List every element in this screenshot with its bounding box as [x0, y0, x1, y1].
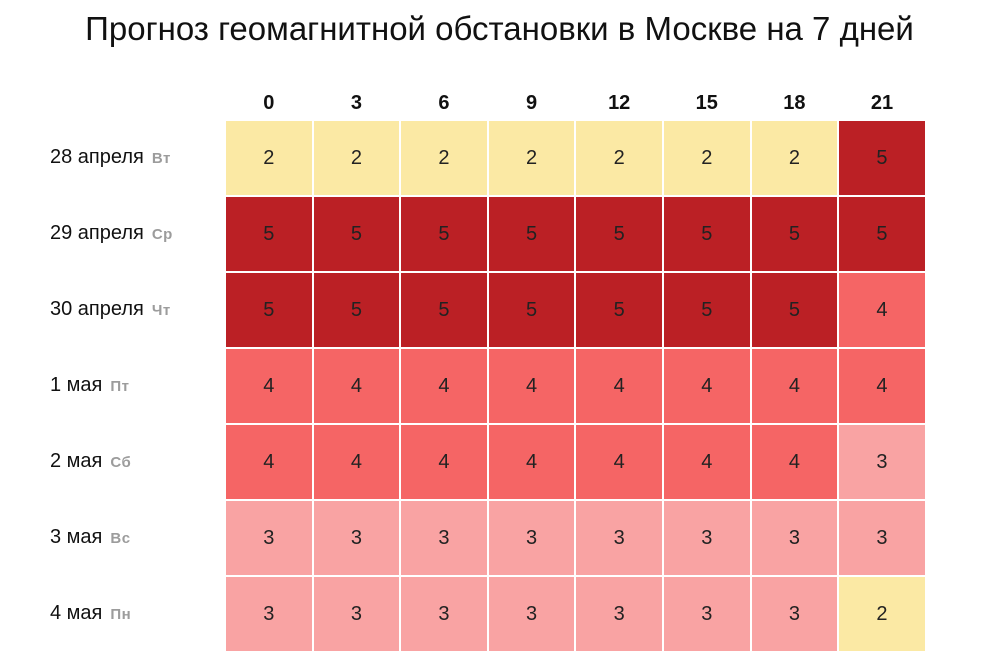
row-weekday: Ср [151, 226, 173, 243]
heatmap-cell: 4 [226, 425, 312, 499]
row-date: 29 апреля [50, 222, 144, 244]
heatmap-cell: 4 [839, 273, 925, 347]
heatmap-cell: 2 [751, 121, 838, 195]
column-header: 9 [526, 92, 538, 114]
heatmap-cell: 5 [401, 197, 487, 271]
row-date: 28 апреля [50, 146, 144, 168]
heatmap-cell: 4 [313, 425, 400, 499]
row-label: 28 апреля Вт [50, 120, 171, 194]
row-label: 29 апреля Ср [50, 196, 173, 270]
heatmap-cell: 3 [839, 425, 925, 499]
heatmap-cell: 3 [488, 577, 575, 651]
row-label: 3 мая Вс [50, 500, 131, 574]
heatmap-cell: 2 [664, 121, 750, 195]
row-weekday: Пт [110, 378, 130, 395]
row-label: 1 мая Пт [50, 348, 130, 422]
heatmap-cell: 5 [839, 121, 925, 195]
column-header: 18 [783, 92, 806, 114]
heatmap-cell: 4 [576, 425, 662, 499]
row-label: 2 мая Сб [50, 424, 131, 498]
heatmap-cell: 4 [488, 349, 575, 423]
heatmap-cell: 5 [839, 197, 925, 271]
heatmap-cell: 3 [751, 577, 838, 651]
heatmap-cell: 4 [226, 349, 312, 423]
heatmap-cell: 4 [751, 349, 838, 423]
heatmap-cell: 2 [839, 577, 925, 651]
heatmap-cell: 5 [313, 197, 400, 271]
heatmap-cell: 3 [576, 577, 662, 651]
page-title: Прогноз геомагнитной обстановки в Москве… [85, 10, 914, 47]
column-header: 6 [438, 92, 450, 114]
heatmap-cell: 3 [226, 501, 312, 575]
heatmap-cell: 4 [664, 349, 750, 423]
row-weekday: Вт [151, 150, 171, 167]
heatmap-cell: 2 [401, 121, 487, 195]
row-weekday: Чт [151, 302, 171, 319]
heatmap-cell: 3 [401, 577, 487, 651]
heatmap-cell: 3 [488, 501, 575, 575]
heatmap-cell: 5 [313, 273, 400, 347]
row-label: 4 мая Пн [50, 576, 131, 650]
heatmap-cell: 2 [488, 121, 575, 195]
heatmap-cell: 5 [664, 197, 750, 271]
heatmap-cell: 3 [839, 501, 925, 575]
row-date: 4 мая [50, 602, 103, 624]
heatmap-cell: 3 [226, 577, 312, 651]
row-weekday: Сб [110, 454, 132, 471]
row-date: 3 мая [50, 526, 103, 548]
heatmap-cell: 3 [664, 501, 750, 575]
heatmap-cell: 5 [576, 273, 662, 347]
heatmap-cell: 2 [313, 121, 400, 195]
heatmap-cell: 4 [401, 349, 487, 423]
column-header: 0 [263, 92, 275, 114]
heatmap-cell: 5 [664, 273, 750, 347]
heatmap-cell: 2 [226, 121, 312, 195]
row-date: 1 мая [50, 374, 103, 396]
heatmap-cell: 5 [576, 197, 662, 271]
row-date: 30 апреля [50, 298, 144, 320]
heatmap-cell: 4 [839, 349, 925, 423]
column-header: 3 [350, 92, 362, 114]
row-weekday: Пн [110, 606, 132, 623]
heatmap-cell: 5 [401, 273, 487, 347]
column-header: 12 [608, 92, 631, 114]
heatmap-cell: 3 [664, 577, 750, 651]
heatmap-cell: 3 [751, 501, 838, 575]
heatmap-cell: 4 [576, 349, 662, 423]
heatmap-cell: 5 [488, 273, 575, 347]
heatmap-cell: 4 [488, 425, 575, 499]
row-date: 2 мая [50, 450, 103, 472]
heatmap-cell: 5 [226, 273, 312, 347]
heatmap-cell: 4 [313, 349, 400, 423]
column-header: 15 [695, 92, 718, 114]
heatmap-cell: 5 [751, 197, 838, 271]
heatmap-cell: 3 [313, 577, 400, 651]
heatmap-cell: 3 [576, 501, 662, 575]
row-weekday: Вс [110, 530, 131, 547]
row-label: 30 апреля Чт [50, 272, 171, 346]
heatmap-cell: 3 [313, 501, 400, 575]
heatmap-cell: 4 [751, 425, 838, 499]
column-header: 21 [870, 92, 894, 114]
heatmap-cell: 5 [751, 273, 838, 347]
heatmap-cell: 2 [576, 121, 662, 195]
heatmap-cell: 5 [488, 197, 575, 271]
heatmap-cell: 5 [226, 197, 312, 271]
heatmap-cell: 3 [401, 501, 487, 575]
heatmap-cell: 4 [664, 425, 750, 499]
heatmap-cell: 4 [401, 425, 487, 499]
